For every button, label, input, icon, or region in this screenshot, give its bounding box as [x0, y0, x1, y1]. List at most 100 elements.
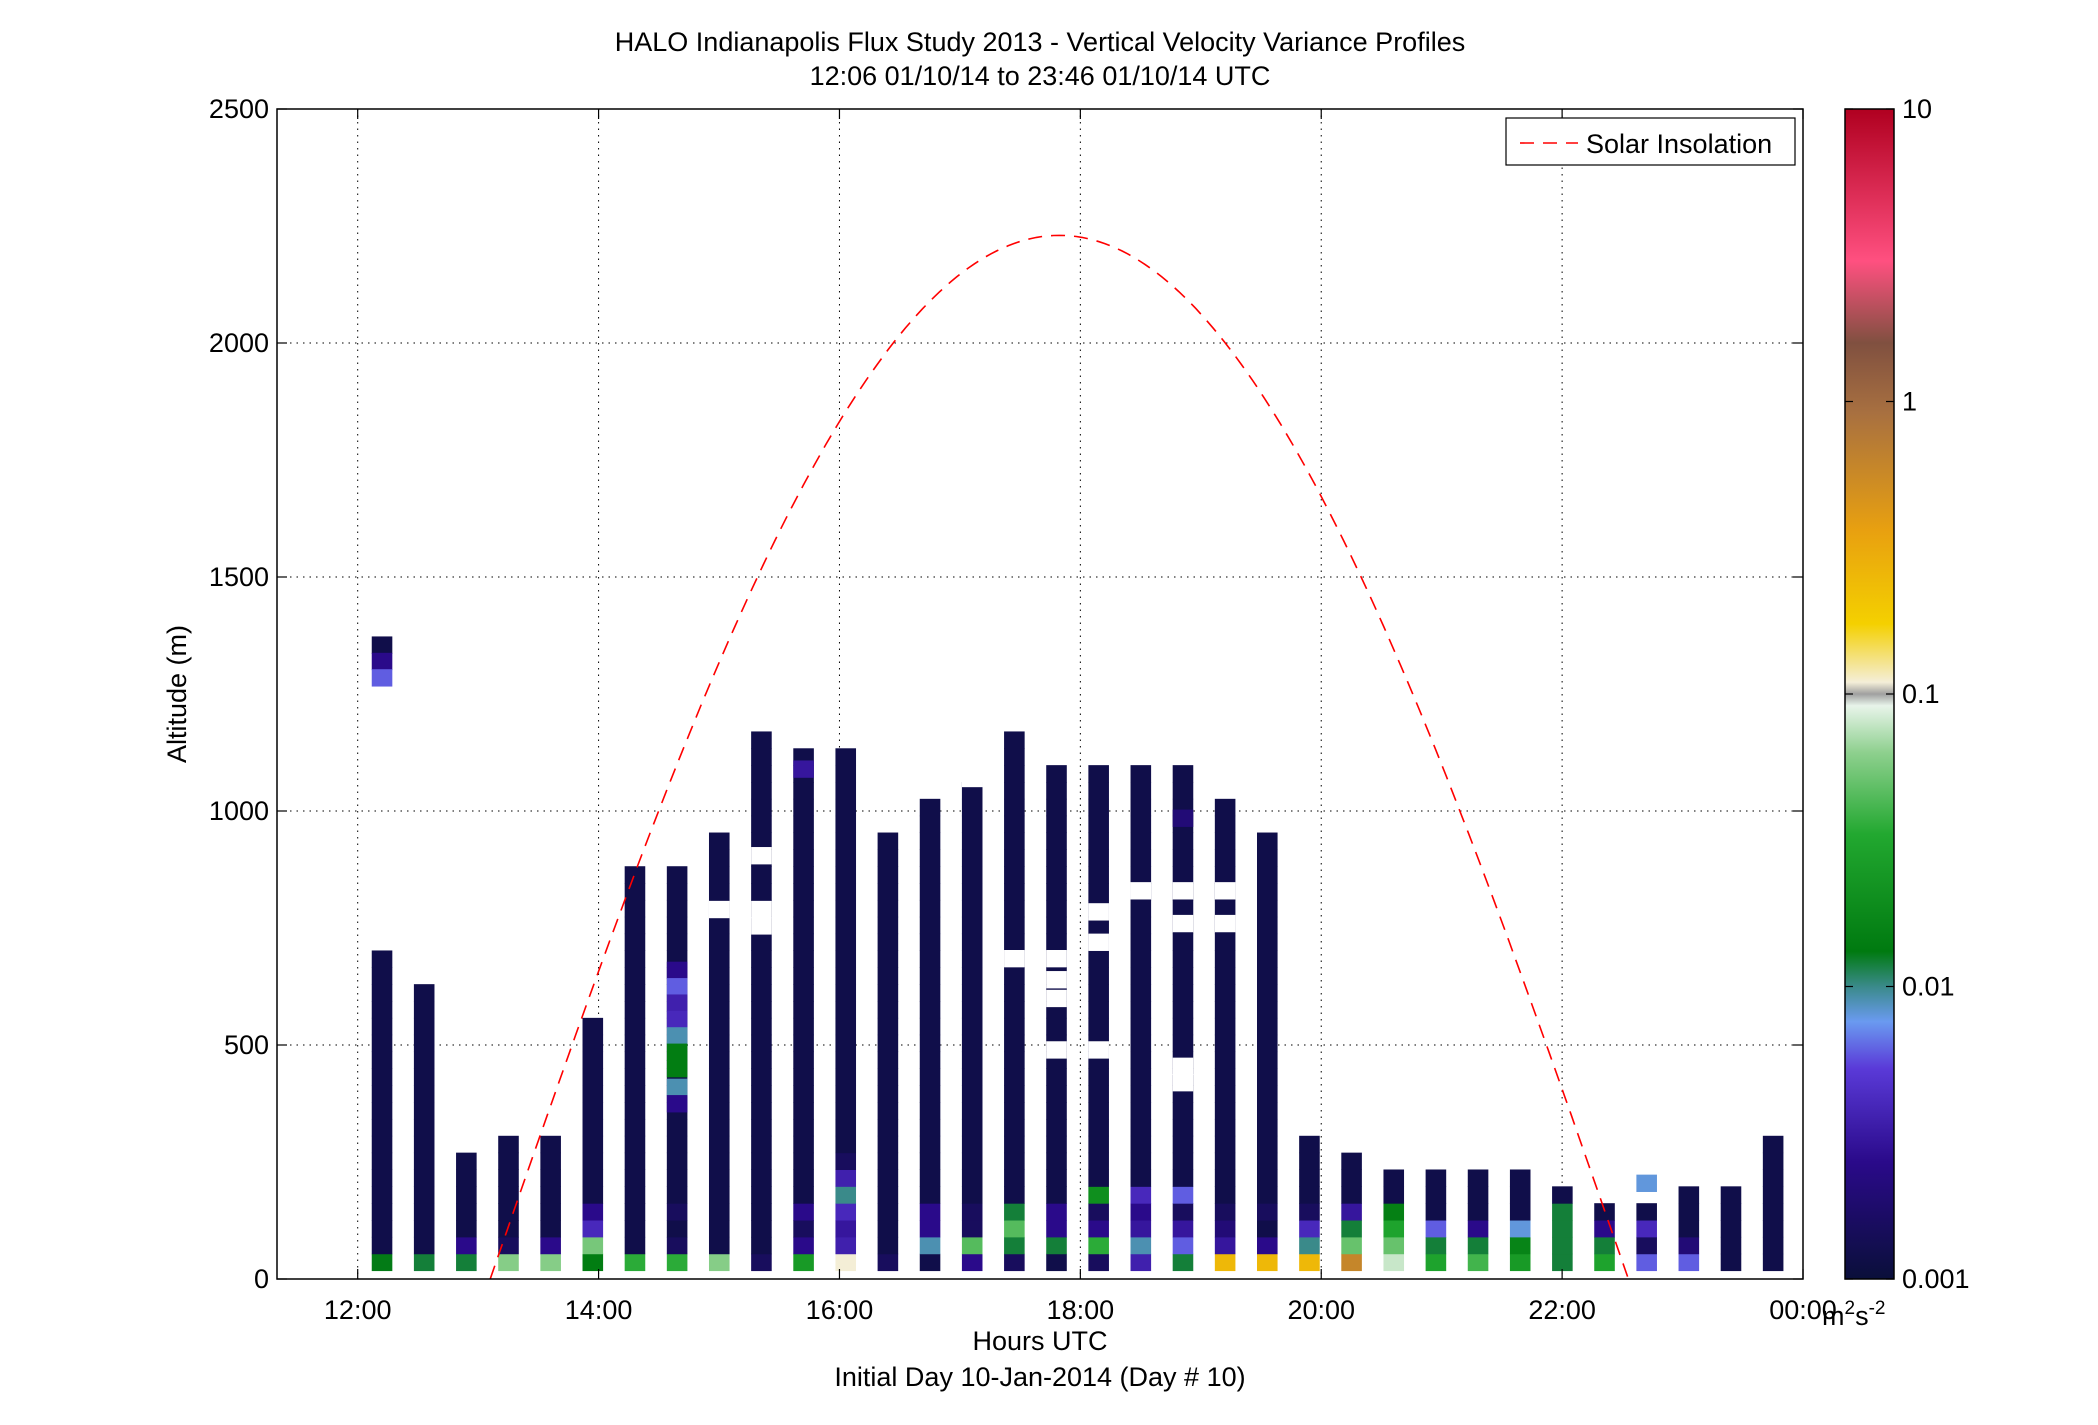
heatmap-cell: [1088, 916, 1109, 935]
heatmap-cell: [1425, 1220, 1447, 1238]
heatmap-cell: [1004, 1253, 1025, 1272]
heatmap-cell: [1046, 866, 1067, 884]
heatmap-cell: [1256, 1220, 1278, 1238]
heatmap-cell: [1383, 1169, 1405, 1187]
heatmap-cell: [1467, 1203, 1489, 1221]
heatmap-cell: [1130, 950, 1152, 968]
heatmap-cell: [708, 1034, 730, 1053]
heatmap-cell: [624, 1135, 646, 1154]
heatmap-cell: [1509, 1220, 1531, 1238]
heatmap-cell: [919, 1017, 941, 1036]
heatmap-cell: [1046, 815, 1067, 834]
heatmap-cell: [666, 899, 688, 918]
heatmap-cell: [1172, 849, 1194, 867]
heatmap-cell: [793, 950, 814, 968]
heatmap-cell: [961, 1203, 983, 1221]
heatmap-cell: [498, 1152, 519, 1170]
heatmap-cell: [1425, 1253, 1447, 1272]
heatmap-cell: [1130, 1236, 1152, 1255]
heatmap-cell: [1467, 1186, 1489, 1204]
heatmap-cell: [1256, 866, 1278, 884]
heatmap-cell: [793, 1001, 814, 1019]
heatmap-cell: [1088, 866, 1109, 884]
heatmap-cell: [919, 1135, 941, 1154]
heatmap-cell: [877, 832, 899, 850]
heatmap-cell: [1256, 984, 1278, 1002]
heatmap-cell: [708, 1001, 730, 1019]
heatmap-cell: [835, 1118, 857, 1137]
legend-box: [1505, 117, 1796, 166]
heatmap-cell: [1130, 1085, 1152, 1103]
heatmap-cell: [919, 1001, 941, 1019]
heatmap-cell: [1004, 1169, 1025, 1187]
heatmap-cell: [793, 866, 814, 884]
heatmap-cell: [835, 1135, 857, 1154]
heatmap-cell: [708, 967, 730, 985]
heatmap-gap: [1172, 914, 1194, 933]
heatmap-cell: [1509, 1236, 1531, 1255]
plot-area: [277, 109, 1803, 1279]
heatmap-cell: [498, 1203, 519, 1221]
heatmap-cell: [1762, 1220, 1784, 1238]
axis-ticks: 12:00 14:00 16:00 18:00 20:00 22:00 00:00 0 500 1…: [209, 94, 1837, 1325]
heatmap-cell: [877, 866, 899, 884]
heatmap-cell: [708, 1236, 730, 1255]
heatmap-cell: [961, 916, 983, 935]
heatmap-cell: [413, 984, 435, 1002]
heatmap-cell: [1004, 1186, 1025, 1204]
heatmap-cell: [582, 1253, 604, 1272]
heatmap-cell: [540, 1203, 561, 1221]
heatmap-cell: [540, 1152, 561, 1170]
heatmap-cell: [1004, 866, 1025, 884]
heatmap-cell: [1172, 1220, 1194, 1238]
heatmap-cell: [1004, 1034, 1025, 1053]
heatmap-cell: [1256, 1118, 1278, 1137]
heatmap-cell: [1172, 1034, 1194, 1053]
heatmap-cell: [1130, 984, 1152, 1002]
grid-lines: [277, 109, 1803, 1279]
heatmap-cell: [666, 866, 688, 884]
heatmap-cell: [751, 984, 772, 1002]
heatmap-cell: [371, 1017, 393, 1036]
heatmap-cell: [1172, 1236, 1194, 1255]
heatmap-cell: [793, 899, 814, 918]
heatmap-cell: [1004, 1017, 1025, 1036]
heatmap-cell: [1172, 1017, 1194, 1036]
heatmap-cell: [540, 1236, 561, 1255]
heatmap-cell: [835, 849, 857, 867]
heatmap-cell: [1256, 1169, 1278, 1187]
heatmap-cell: [1004, 781, 1025, 800]
heatmap-cell: [1214, 1085, 1236, 1103]
heatmap-cell: [666, 978, 688, 996]
heatmap-cell: [1594, 1253, 1615, 1272]
heatmap-cell: [624, 1152, 646, 1170]
heatmap-cell: [371, 1118, 393, 1137]
legend-label-solar: Solar Insolation: [1586, 129, 1772, 159]
heatmap-cell: [540, 1253, 561, 1272]
heatmap-cell: [1088, 765, 1109, 783]
heatmap-cell: [1046, 765, 1067, 783]
heatmap-cell: [413, 1118, 435, 1137]
heatmap-cell: [919, 1186, 941, 1204]
heatmap-cell: [1004, 1118, 1025, 1137]
heatmap-cell: [751, 950, 772, 968]
heatmap-cell: [961, 866, 983, 884]
heatmap-cell: [413, 1001, 435, 1019]
heatmap-cell: [919, 1118, 941, 1137]
heatmap-cell: [1172, 1001, 1194, 1019]
heatmap-cell: [919, 916, 941, 935]
heatmap-cell: [961, 883, 983, 901]
heatmap-cell: [877, 1001, 899, 1019]
heatmap-cell: [961, 1017, 983, 1036]
heatmap-cell: [1088, 1186, 1109, 1204]
heatmap-gap: [1214, 882, 1236, 900]
heatmap-cell: [1214, 1102, 1236, 1120]
heatmap-cell: [835, 1085, 857, 1103]
heatmap-cell: [877, 1034, 899, 1053]
heatmap-cell: [1762, 1253, 1784, 1272]
heatmap-cell: [1130, 765, 1152, 783]
heatmap-cell: [919, 798, 941, 817]
heatmap-cell: [835, 1152, 857, 1170]
heatmap-cell: [1256, 1102, 1278, 1120]
heatmap-cell: [624, 1085, 646, 1103]
